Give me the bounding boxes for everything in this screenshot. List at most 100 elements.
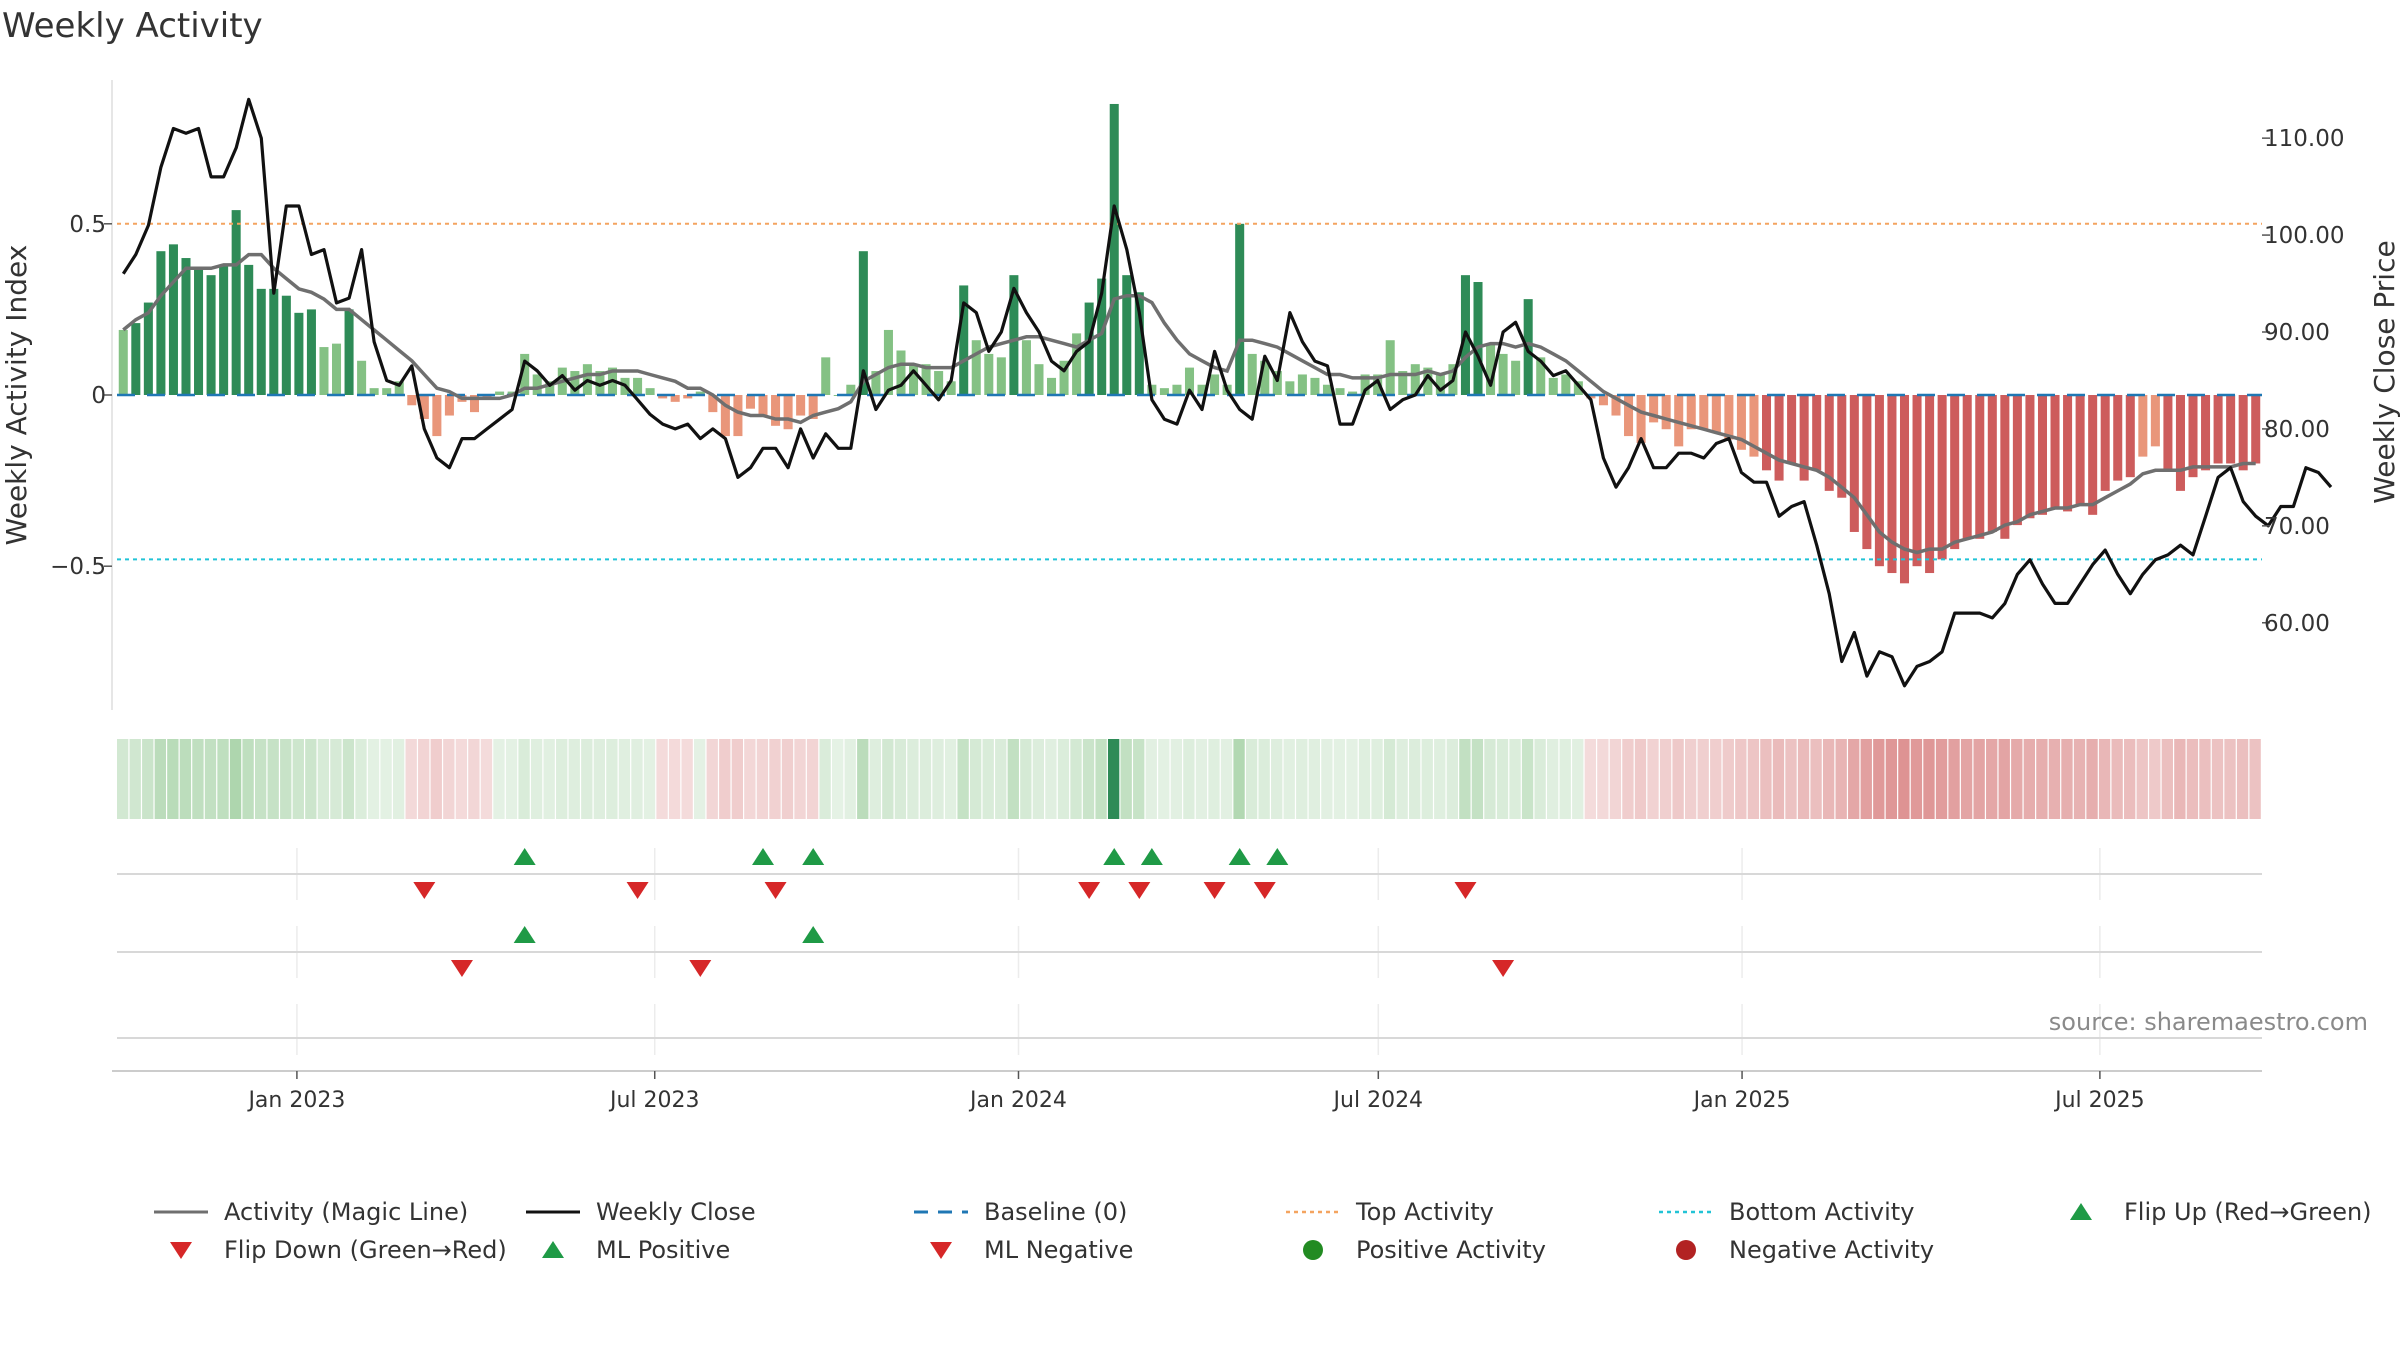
heat-strip-cell	[1521, 739, 1534, 819]
activity-bar	[1548, 377, 1558, 395]
heat-strip-cell	[355, 739, 367, 819]
heat-strip-cell	[556, 739, 568, 819]
flip-down-marker	[1203, 882, 1226, 899]
heat-strip-cell	[1960, 739, 1973, 819]
activity-bar	[2050, 395, 2060, 508]
activity-bar	[1849, 395, 1859, 532]
activity-bar	[1385, 340, 1395, 395]
heat-strip-cell	[1772, 739, 1785, 819]
activity-bar	[595, 371, 605, 395]
activity-bar	[1636, 395, 1646, 443]
y2-tick-label: 100.00	[2264, 223, 2344, 249]
flip-down-marker	[1253, 882, 1276, 899]
legend-item: Top Activity	[1282, 1198, 1494, 1226]
activity-bar	[570, 371, 580, 395]
activity-bar	[532, 374, 542, 395]
activity-bar	[369, 388, 379, 395]
heat-strip-cell	[229, 739, 242, 819]
activity-bar	[194, 268, 204, 395]
heat-strip-cell	[1133, 739, 1145, 819]
heat-strip-cell	[2199, 739, 2211, 819]
activity-bar	[1686, 395, 1696, 430]
activity-bar	[996, 357, 1006, 395]
activity-bar	[846, 384, 856, 395]
heat-strip-cell	[1572, 739, 1584, 819]
activity-bar	[2012, 395, 2022, 526]
heat-strip-cell	[2098, 739, 2111, 819]
legend-label: ML Positive	[596, 1236, 731, 1264]
heat-strip-cell	[1145, 739, 1157, 819]
heat-strip-cell	[342, 739, 355, 819]
flip-down-marker	[764, 882, 787, 899]
activity-bar	[1285, 381, 1295, 395]
heat-strip-cell	[744, 739, 756, 819]
activity-bar	[1498, 353, 1508, 395]
heat-strip-cell	[2073, 739, 2086, 819]
activity-bar	[1410, 364, 1420, 395]
heat-strip-cell	[1120, 739, 1132, 819]
activity-bar	[306, 309, 316, 395]
activity-bar	[294, 312, 304, 395]
heat-strip-cell	[1998, 739, 2010, 819]
legend-item: Baseline (0)	[910, 1198, 1127, 1226]
heat-strip-cell	[1434, 739, 1446, 819]
heat-strip-cell	[1220, 739, 1233, 819]
heat-strip-cell	[1822, 739, 1835, 819]
heat-strip-cell	[1835, 739, 1847, 819]
heat-strip-cell	[2061, 739, 2073, 819]
activity-bar	[1736, 395, 1746, 450]
heat-strip-cell	[719, 739, 731, 819]
heat-strip-cell	[581, 739, 593, 819]
activity-bar	[520, 353, 530, 395]
heat-strip-cell	[129, 739, 141, 819]
activity-bar	[1486, 343, 1496, 395]
activity-bar	[1197, 384, 1207, 395]
y-axis-label: Weekly Activity Index	[0, 245, 33, 546]
heat-strip-cell	[618, 739, 631, 819]
heat-strip-cell	[844, 739, 856, 819]
activity-bar	[670, 395, 680, 402]
activity-bar	[256, 288, 266, 395]
legend-swatch-icon	[1655, 1199, 1717, 1225]
activity-bar	[2088, 395, 2098, 515]
activity-bar	[1310, 377, 1320, 395]
activity-bar	[1523, 299, 1533, 395]
activity-bar	[1272, 371, 1282, 395]
heat-strip-cell	[1308, 739, 1321, 819]
heat-strip-cell	[242, 739, 254, 819]
legend-swatch-icon	[1655, 1237, 1717, 1263]
heat-strip-cell	[1609, 739, 1622, 819]
activity-bar	[1837, 395, 1847, 498]
heat-strip-cell	[1007, 739, 1019, 819]
heat-strip-cell	[1785, 739, 1797, 819]
activity-bar	[1598, 395, 1608, 406]
heat-strip-cell	[1797, 739, 1810, 819]
activity-bar	[821, 357, 831, 395]
activity-bar	[206, 275, 216, 395]
activity-bar	[1047, 377, 1057, 395]
activity-bar	[269, 288, 279, 395]
legend-swatch-icon	[910, 1199, 972, 1225]
activity-bar	[796, 395, 806, 416]
heat-strip-cell	[254, 739, 267, 819]
heat-strip-cell	[1107, 739, 1120, 819]
heat-strip-cell	[1873, 739, 1885, 819]
activity-bar	[1812, 395, 1822, 471]
heat-strip-cell	[969, 739, 982, 819]
heat-strip-cell	[1245, 739, 1258, 819]
activity-bar	[1260, 360, 1270, 395]
activity-bar	[382, 388, 392, 395]
heat-strip-cell	[1158, 739, 1170, 819]
activity-bar	[1749, 395, 1759, 457]
heat-strip-cell	[2186, 739, 2199, 819]
heat-strip-cell	[1973, 739, 1985, 819]
y2-axis-label: Weekly Close Price	[2368, 240, 2400, 503]
activity-bar	[1172, 384, 1182, 395]
flip-up-marker	[1266, 848, 1289, 865]
activity-bar	[181, 258, 191, 395]
heat-strip-cell	[1258, 739, 1270, 819]
heat-strip-cell	[1747, 739, 1760, 819]
heat-strip-cell	[781, 739, 794, 819]
activity-bar	[1661, 395, 1671, 430]
legend-label: Baseline (0)	[984, 1198, 1128, 1226]
